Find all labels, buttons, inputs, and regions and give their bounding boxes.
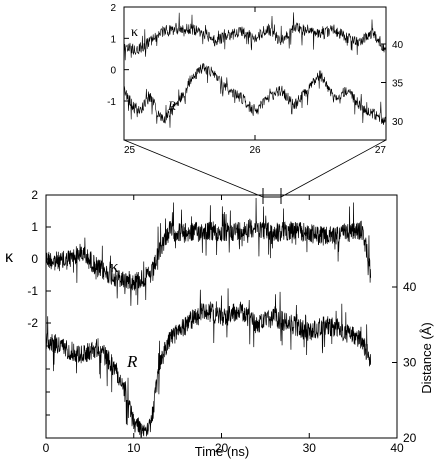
- main-x-tick-label: 0: [43, 441, 50, 455]
- main-x-tick-label: 20: [215, 441, 229, 455]
- zoom-connector-right: [280, 139, 387, 198]
- inset-y-left-tick-label: 1: [110, 34, 116, 45]
- main-series-kappa-line: [45, 197, 372, 306]
- main-kappa-series-label: κ: [110, 257, 119, 276]
- main-y-left-tick-label: 2: [31, 188, 38, 202]
- inset-x-tick-label: 27: [375, 145, 387, 156]
- main-r-series-label: R: [126, 352, 138, 371]
- x-axis-label: Time (ns): [195, 444, 249, 459]
- inset-r-series-label: R: [167, 98, 176, 113]
- inset-y-right-tick-label: 30: [392, 117, 404, 128]
- main-y-right-tick-label: 40: [403, 280, 417, 294]
- inset-y-right-tick-label: 35: [392, 79, 404, 90]
- inset-x-tick-label: 26: [249, 145, 261, 156]
- inset-x-tick-label: 25: [124, 145, 136, 156]
- main-y-right-tick-label: 30: [403, 356, 417, 370]
- inset-kappa-series-label: κ: [131, 25, 138, 40]
- y-left-axis-label: κ: [5, 249, 14, 266]
- y-right-axis-label: Distance (Å): [419, 322, 434, 394]
- series-layer: [45, 12, 387, 438]
- main-y-left-tick-label: -2: [27, 316, 38, 330]
- main-y-left-tick-label: 1: [31, 220, 38, 234]
- main-x-tick-label: 30: [303, 441, 317, 455]
- inset-y-left-tick-label: 0: [110, 66, 116, 77]
- main-series-r-line: [45, 288, 372, 438]
- main-y-right-tick-label: 20: [403, 431, 417, 445]
- zoom-connector-left: [123, 139, 264, 198]
- main-x-tick-label: 40: [390, 441, 404, 455]
- inset-y-right-tick-label: 40: [392, 40, 404, 51]
- inset-y-left-tick-label: -1: [107, 97, 116, 108]
- inset-y-left-tick-label: 2: [110, 3, 116, 14]
- inset-series-r-line: [123, 63, 387, 128]
- main-y-left-tick-label: -1: [27, 284, 38, 298]
- main-y-left-tick-label: 0: [31, 252, 38, 266]
- main-x-tick-label: 10: [127, 441, 141, 455]
- inset-series-kappa-line: [123, 12, 387, 61]
